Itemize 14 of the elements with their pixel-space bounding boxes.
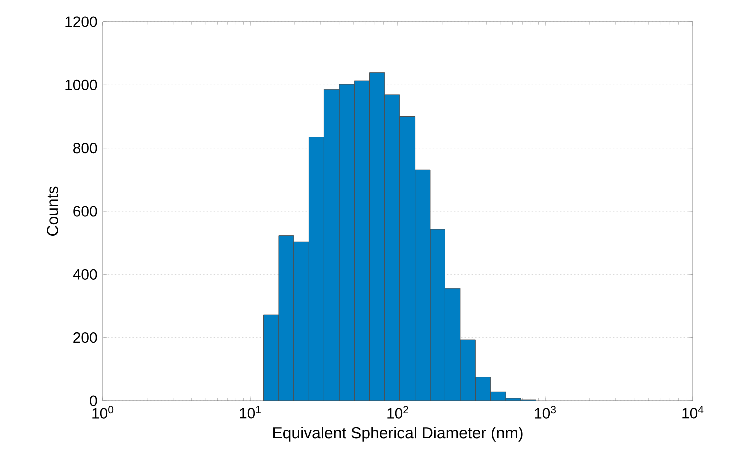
x-tick-label: 10$^{3}$: [535, 406, 556, 419]
x-tick-label: 10$^{4}$: [682, 406, 704, 419]
y-axis-title: Counts: [47, 186, 58, 236]
y-tick-label: 200: [74, 332, 98, 344]
x-axis-title: Equivalent Spherical Diameter (nm): [274, 427, 523, 442]
y-tick-label: 1000: [66, 80, 98, 90]
x-tick-label: 10$^{0}$: [92, 406, 114, 419]
y-tick-label: 1200: [66, 16, 98, 28]
y-tick-label: 800: [74, 143, 98, 154]
y-tick-label: 600: [74, 206, 98, 217]
y-tick-label: 400: [73, 269, 98, 280]
y-tick-label: 0: [90, 396, 98, 406]
x-tick-label: 10$^{2}$: [388, 406, 408, 419]
x-tick-label: 10$^{1}$: [240, 406, 261, 419]
